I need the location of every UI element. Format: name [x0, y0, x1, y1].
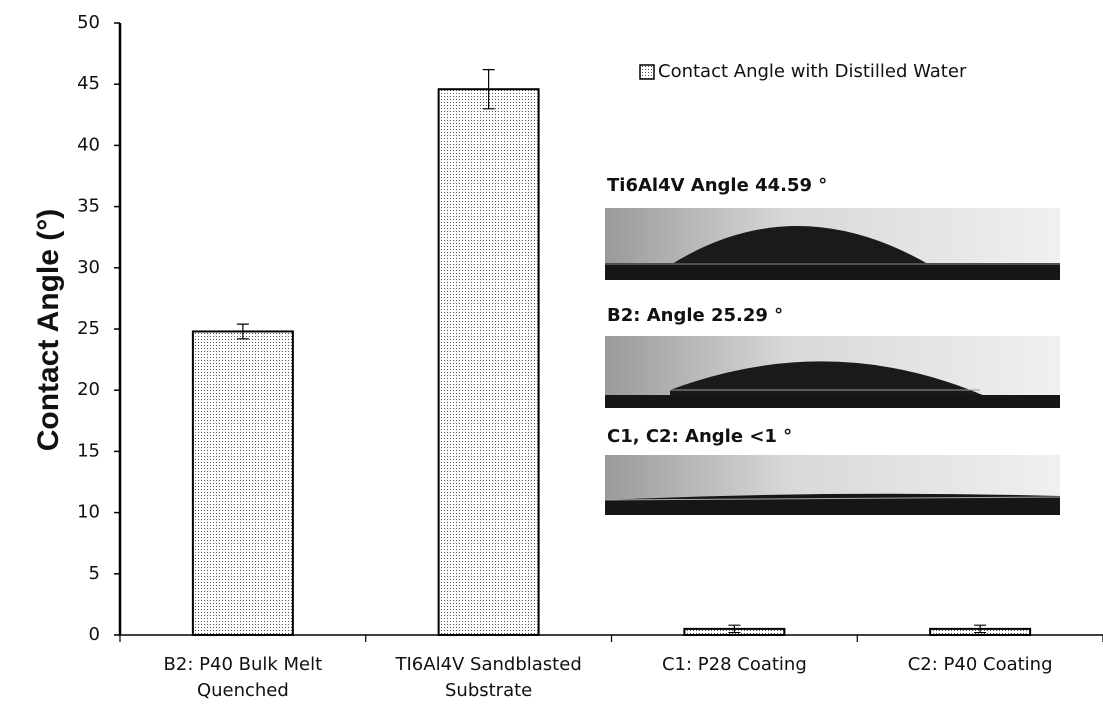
- y-tick-label: 50: [77, 12, 100, 33]
- error-bar: [236, 323, 249, 340]
- x-tick-label: Substrate: [445, 680, 532, 701]
- legend-label: Contact Angle with Distilled Water: [658, 61, 967, 82]
- y-tick-label: 30: [77, 257, 100, 278]
- y-axis-label: Contact Angle (°): [32, 209, 65, 452]
- y-tick-label: 0: [89, 624, 100, 645]
- legend-swatch: [639, 64, 655, 80]
- error-bar: [482, 69, 495, 110]
- droplet-images: [604, 208, 1061, 515]
- error-bar: [728, 624, 741, 634]
- annotation: B2: Angle 25.29 °: [607, 305, 783, 326]
- y-tick-label: 35: [77, 196, 100, 217]
- bar: [437, 88, 540, 637]
- y-tick-label: 10: [77, 502, 100, 523]
- x-tick-label: TI6Al4V Sandblasted: [395, 654, 582, 675]
- y-tick-label: 5: [89, 563, 100, 584]
- x-tick-label: C1: P28 Coating: [662, 654, 807, 675]
- y-tick-label: 20: [77, 379, 100, 400]
- y-tick-label: 25: [77, 318, 100, 339]
- y-tick-label: 45: [77, 73, 100, 94]
- annotation: Ti6Al4V Angle 44.59 °: [607, 175, 827, 196]
- y-tick-label: 40: [77, 134, 100, 155]
- x-tick-label: C2: P40 Coating: [908, 654, 1053, 675]
- bar: [191, 330, 294, 636]
- x-tick-label: B2: P40 Bulk Melt: [164, 654, 323, 675]
- error-bar: [974, 624, 987, 634]
- y-tick-label: 15: [77, 440, 100, 461]
- annotation: C1, C2: Angle <1 °: [607, 426, 792, 447]
- x-tick-label: Quenched: [197, 680, 289, 701]
